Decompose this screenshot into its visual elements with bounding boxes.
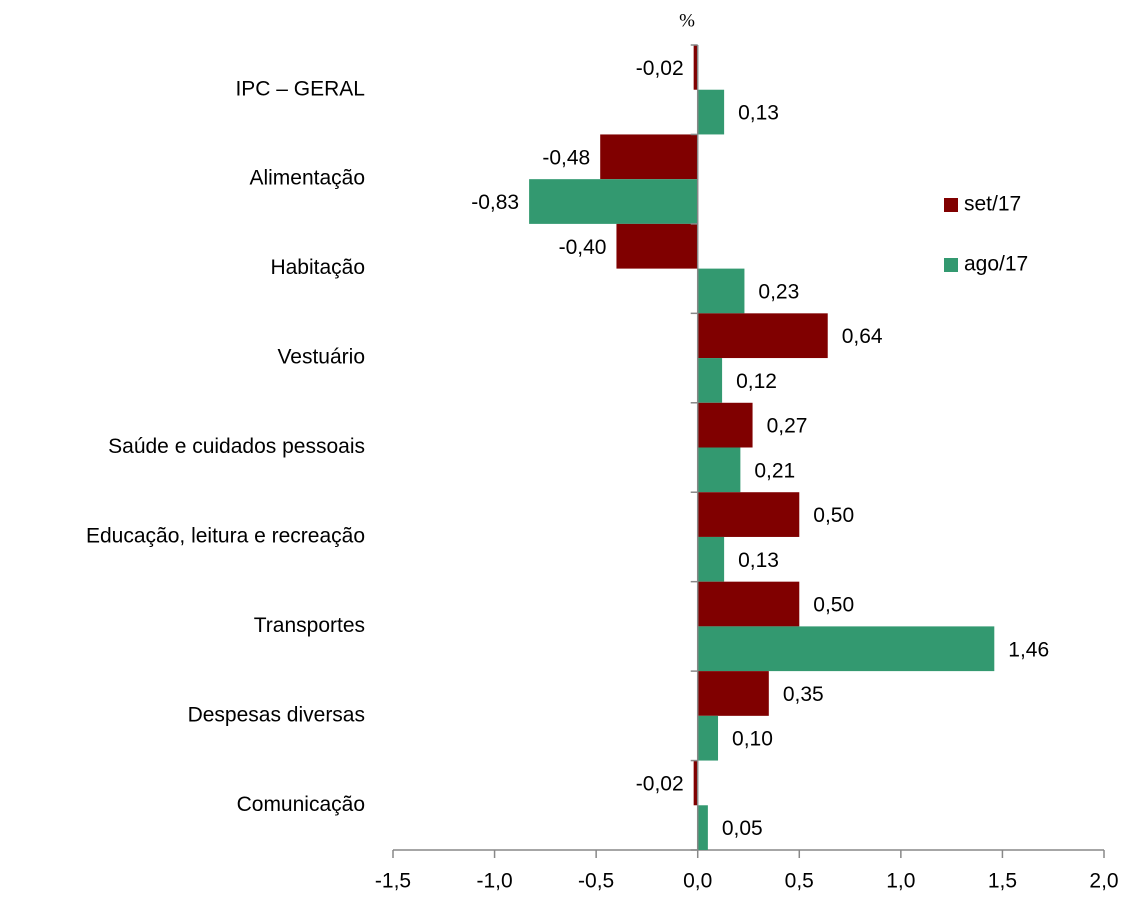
bar <box>697 805 708 850</box>
bar <box>697 715 719 761</box>
category-label: Vestuário <box>277 346 365 369</box>
value-label: 0,12 <box>736 370 777 393</box>
bar <box>693 45 698 90</box>
legend-swatch <box>944 198 958 212</box>
bar <box>529 179 698 224</box>
bar <box>697 402 753 448</box>
bar <box>697 313 828 359</box>
value-label: 0,50 <box>813 594 854 617</box>
legend-swatch <box>944 258 958 272</box>
x-tick-label: -1,0 <box>476 870 512 893</box>
value-label: -0,48 <box>542 146 590 169</box>
x-tick-label: 2,0 <box>1089 870 1118 893</box>
x-tick-label: -1,5 <box>375 870 411 893</box>
value-label: 0,27 <box>767 415 808 438</box>
x-tick-label: 0,0 <box>683 870 712 893</box>
category-label: IPC – GERAL <box>235 77 365 100</box>
category-label: Transportes <box>254 614 365 637</box>
bar <box>616 223 698 269</box>
value-label: -0,83 <box>471 191 519 214</box>
category-label: Alimentação <box>249 167 365 190</box>
value-label: 0,13 <box>738 549 779 572</box>
bar <box>600 134 698 180</box>
value-label: 0,21 <box>754 459 795 482</box>
category-label: Saúde e cuidados pessoais <box>108 435 365 458</box>
legend-label: set/17 <box>964 193 1021 216</box>
bar <box>697 492 800 537</box>
bar <box>697 447 741 493</box>
value-label: 0,64 <box>842 325 883 348</box>
category-label: Despesas diversas <box>188 703 365 726</box>
bar <box>697 581 800 627</box>
value-label: 0,10 <box>732 728 773 751</box>
value-label: 0,50 <box>813 504 854 527</box>
bar <box>697 358 723 403</box>
axis-unit: % <box>679 10 695 31</box>
value-label: 0,13 <box>738 102 779 125</box>
value-label: 1,46 <box>1008 638 1049 661</box>
value-label: -0,40 <box>559 236 607 259</box>
bar <box>697 268 745 314</box>
x-tick-label: 0,5 <box>785 870 814 893</box>
value-label: -0,02 <box>636 772 684 795</box>
bar <box>697 536 725 582</box>
x-tick-label: 1,5 <box>988 870 1017 893</box>
x-tick-label: -0,5 <box>578 870 614 893</box>
x-tick-label: 1,0 <box>886 870 915 893</box>
value-label: 0,35 <box>783 683 824 706</box>
legend-label: ago/17 <box>964 253 1028 276</box>
value-label: 0,05 <box>722 817 763 840</box>
bar <box>697 671 769 716</box>
category-label: Habitação <box>270 256 365 279</box>
category-label: Comunicação <box>237 793 365 816</box>
category-label: Educação, leitura e recreação <box>86 524 365 547</box>
bar <box>693 760 698 806</box>
value-label: 0,23 <box>758 281 799 304</box>
value-label: -0,02 <box>636 57 684 80</box>
bar <box>697 89 725 135</box>
bar <box>697 626 995 672</box>
